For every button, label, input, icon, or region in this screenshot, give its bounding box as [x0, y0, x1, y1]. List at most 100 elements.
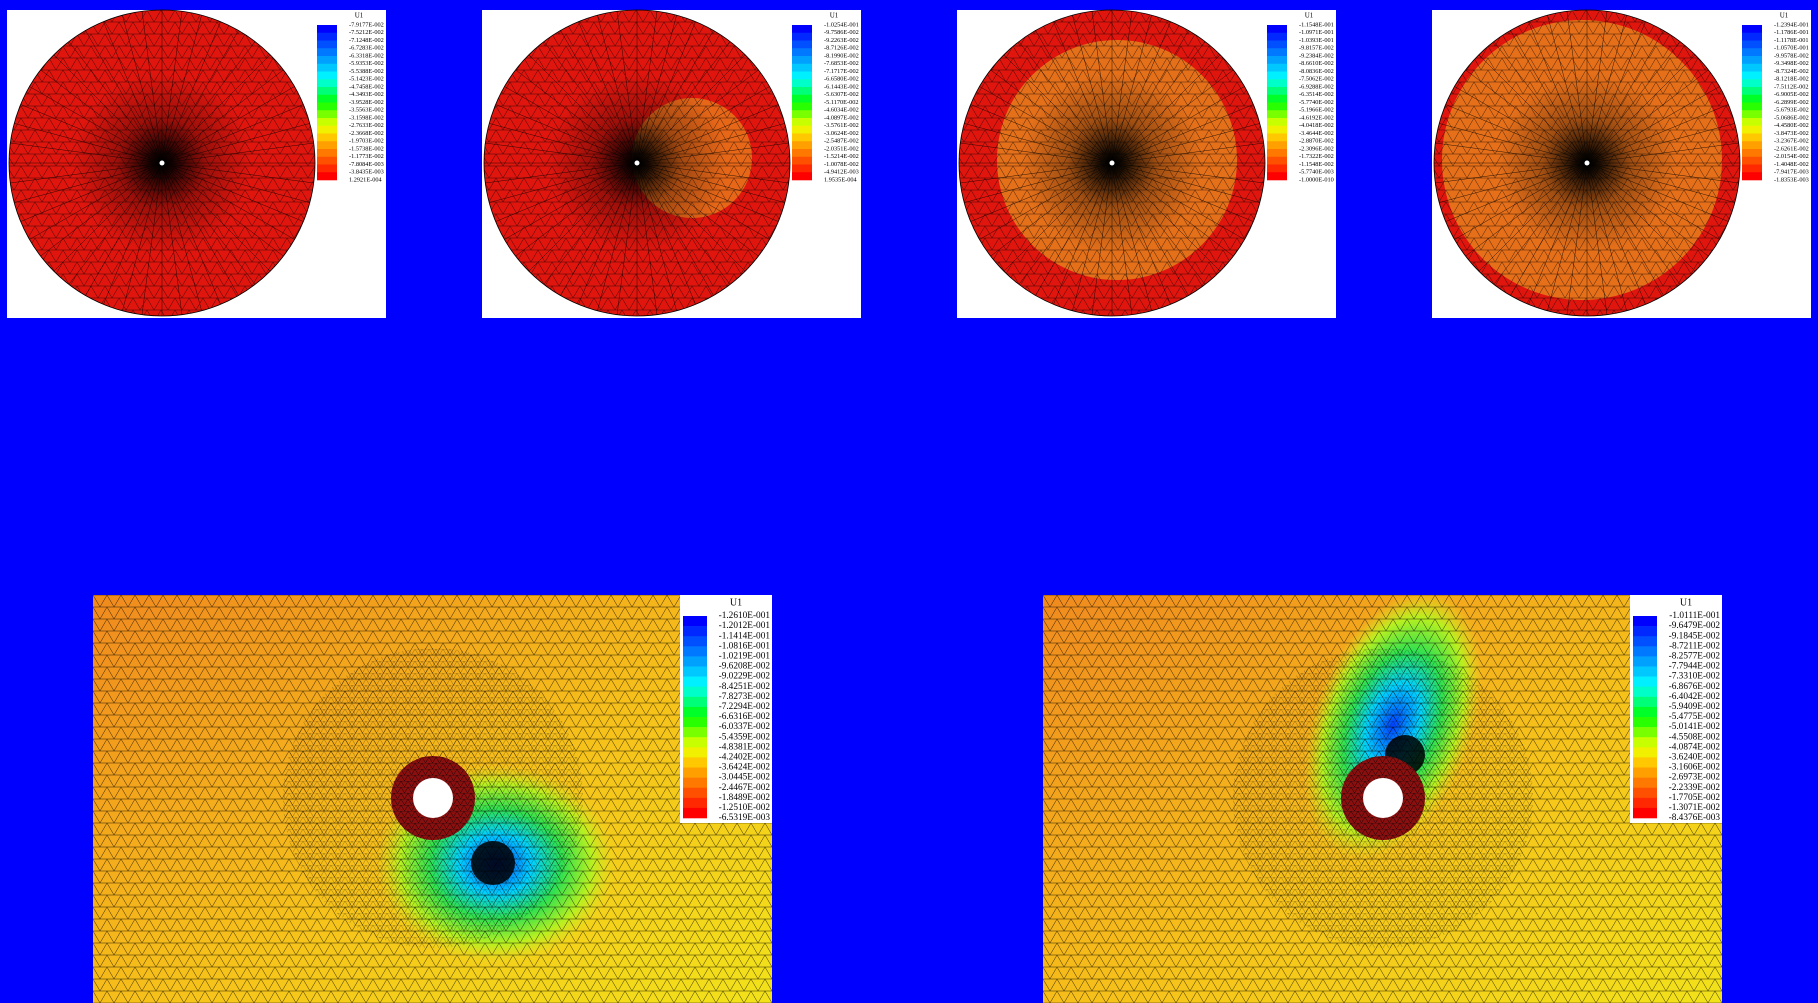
legend-label: -7.7944E-002 — [1669, 662, 1721, 672]
legend-swatch — [1267, 33, 1287, 41]
legend-label: -5.9353E-002 — [349, 60, 384, 67]
legend-label: -1.0111E-001 — [1669, 611, 1720, 621]
legend-swatch — [1633, 747, 1657, 757]
legend-swatch — [1633, 656, 1657, 666]
legend-swatch — [317, 103, 337, 111]
legend-swatch — [1742, 95, 1762, 103]
contour — [1043, 566, 1722, 1003]
legend-label: -1.0393E-001 — [1299, 37, 1334, 44]
legend-title: U1 — [1680, 597, 1692, 608]
legend-label: -6.9288E-002 — [1299, 83, 1334, 90]
legend-label: -7.8273E-002 — [719, 692, 771, 702]
legend-swatch — [1742, 41, 1762, 49]
legend-swatch — [317, 56, 337, 64]
legend-swatch — [792, 118, 812, 126]
legend-swatch — [683, 616, 707, 626]
legend-swatch — [317, 141, 337, 149]
legend-label: -6.0337E-002 — [719, 722, 771, 732]
legend-swatch — [1742, 134, 1762, 142]
legend-label: -4.8381E-002 — [719, 742, 771, 752]
hole — [1363, 778, 1403, 818]
legend-label: -6.5319E-003 — [719, 813, 771, 823]
legend-swatch — [317, 126, 337, 134]
legend-swatch — [1633, 808, 1657, 818]
legend-label: -5.6793E-002 — [1774, 107, 1809, 114]
legend-label: -6.4042E-002 — [1669, 692, 1721, 702]
legend-label: -2.6973E-002 — [1669, 773, 1721, 783]
legend-swatch — [792, 33, 812, 41]
legend-label: -2.7633E-002 — [349, 122, 384, 129]
legend-swatch — [1633, 616, 1657, 626]
legend-label: -9.6479E-002 — [1669, 621, 1721, 631]
legend-label: -4.0897E-002 — [824, 114, 859, 121]
legend-label: -8.2577E-002 — [1669, 652, 1721, 662]
legend-swatch — [792, 95, 812, 103]
legend-swatch — [1633, 707, 1657, 717]
legend-label: -1.7322E-002 — [1299, 153, 1334, 160]
legend-swatch — [1267, 118, 1287, 126]
legend-swatch — [683, 808, 707, 818]
legend-label: -1.0570E-001 — [1774, 45, 1809, 52]
legend-label: -6.1443E-002 — [824, 83, 859, 90]
legend-swatch — [1742, 165, 1762, 173]
legend-label: -8.6610E-002 — [1299, 60, 1334, 67]
legend-label: -1.0219E-001 — [719, 652, 771, 662]
legend-label: 1.9535E-004 — [824, 176, 858, 183]
legend-swatch — [792, 172, 812, 180]
hole — [413, 778, 453, 818]
legend-swatch — [683, 677, 707, 687]
legend-label: -1.1548E-001 — [1299, 21, 1334, 28]
legend-label: -6.8676E-002 — [1669, 682, 1721, 692]
dense-core — [471, 841, 515, 885]
legend-label: -1.1414E-001 — [719, 631, 771, 641]
legend-swatch — [792, 126, 812, 134]
legend-label: -3.5761E-002 — [824, 122, 859, 129]
legend-label: -8.1218E-002 — [1774, 76, 1809, 83]
legend-swatch — [1267, 64, 1287, 72]
legend-label: -2.2339E-002 — [1669, 783, 1721, 793]
legend-swatch — [792, 134, 812, 142]
legend-label: -3.4644E-002 — [1299, 130, 1334, 137]
legend-swatch — [1742, 33, 1762, 41]
legend-swatch — [792, 41, 812, 49]
legend-swatch — [1742, 126, 1762, 134]
legend-swatch — [317, 172, 337, 180]
legend-label: -3.0445E-002 — [719, 773, 771, 783]
legend-label: -9.6208E-002 — [719, 662, 771, 672]
legend-label: -5.4359E-002 — [719, 732, 771, 742]
legend-label: -1.8489E-002 — [719, 793, 771, 803]
legend-swatch — [317, 41, 337, 49]
legend-swatch — [317, 48, 337, 56]
legend-swatch — [1267, 126, 1287, 134]
legend-swatch — [792, 149, 812, 157]
legend-label: -3.2367E-002 — [1774, 138, 1809, 145]
legend-swatch — [1267, 25, 1287, 33]
panel: U1-1.1548E-001-1.0971E-001-1.0393E-001-9… — [957, 10, 1336, 318]
legend-label: -5.0686E-002 — [1774, 114, 1809, 121]
legend-label: -2.6261E-002 — [1774, 145, 1809, 152]
legend-swatch — [1267, 172, 1287, 180]
legend-swatch — [792, 103, 812, 111]
legend-label: -1.5214E-002 — [824, 153, 859, 160]
legend-label: -4.2402E-002 — [719, 753, 771, 763]
legend-swatch — [317, 64, 337, 72]
legend-swatch — [1742, 79, 1762, 87]
panel: U1-1.0254E-001-9.7586E-002-9.2263E-002-8… — [482, 10, 861, 318]
legend-label: -9.7586E-002 — [824, 29, 859, 36]
legend-label: -7.6853E-002 — [824, 60, 859, 67]
legend-swatch — [1267, 56, 1287, 64]
legend-swatch — [683, 737, 707, 747]
legend-swatch — [1267, 141, 1287, 149]
legend-label: -4.0418E-002 — [1299, 122, 1334, 129]
legend-swatch — [1742, 110, 1762, 118]
legend-swatch — [1267, 72, 1287, 80]
legend-label: -7.2294E-002 — [719, 702, 771, 712]
legend-swatch — [317, 72, 337, 80]
legend-label: -5.0141E-002 — [1669, 722, 1721, 732]
legend-swatch — [1633, 757, 1657, 767]
legend-swatch — [317, 165, 337, 173]
legend-title: U1 — [730, 597, 742, 608]
legend-label: -3.5563E-002 — [349, 107, 384, 114]
legend-label: -1.7705E-002 — [1669, 793, 1721, 803]
legend-swatch — [1742, 64, 1762, 72]
